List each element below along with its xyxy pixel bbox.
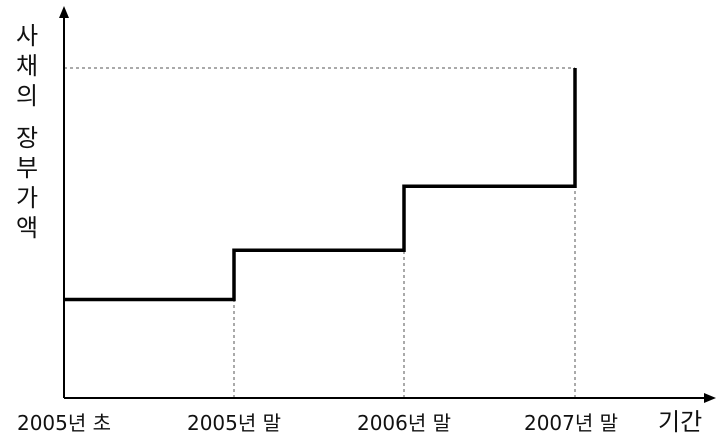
y-axis-title-char: 부 <box>16 154 38 182</box>
x-axis-arrow <box>704 393 716 403</box>
x-tick-label: 2006년 말 <box>357 411 451 435</box>
guides <box>64 67 576 398</box>
tick-labels: 2005년 초 2005년 말 2006년 말 2007년 말 <box>17 411 618 435</box>
x-tick-label: 2005년 말 <box>187 411 281 435</box>
y-axis-arrow <box>59 6 69 18</box>
y-axis-title-char: 가 <box>16 184 38 212</box>
y-axis-title-char: 사 <box>16 22 38 50</box>
y-axis-title-char: 채 <box>16 52 38 80</box>
axes <box>59 6 716 403</box>
series-line <box>64 68 577 302</box>
y-axis-title-char: 의 <box>16 82 38 110</box>
x-tick-label: 2007년 말 <box>524 411 618 435</box>
y-axis-title-char: 액 <box>16 214 38 242</box>
y-axis-title-char: 장 <box>16 124 38 152</box>
x-axis-title: 기간 <box>658 408 702 436</box>
x-tick-label: 2005년 초 <box>17 411 111 435</box>
